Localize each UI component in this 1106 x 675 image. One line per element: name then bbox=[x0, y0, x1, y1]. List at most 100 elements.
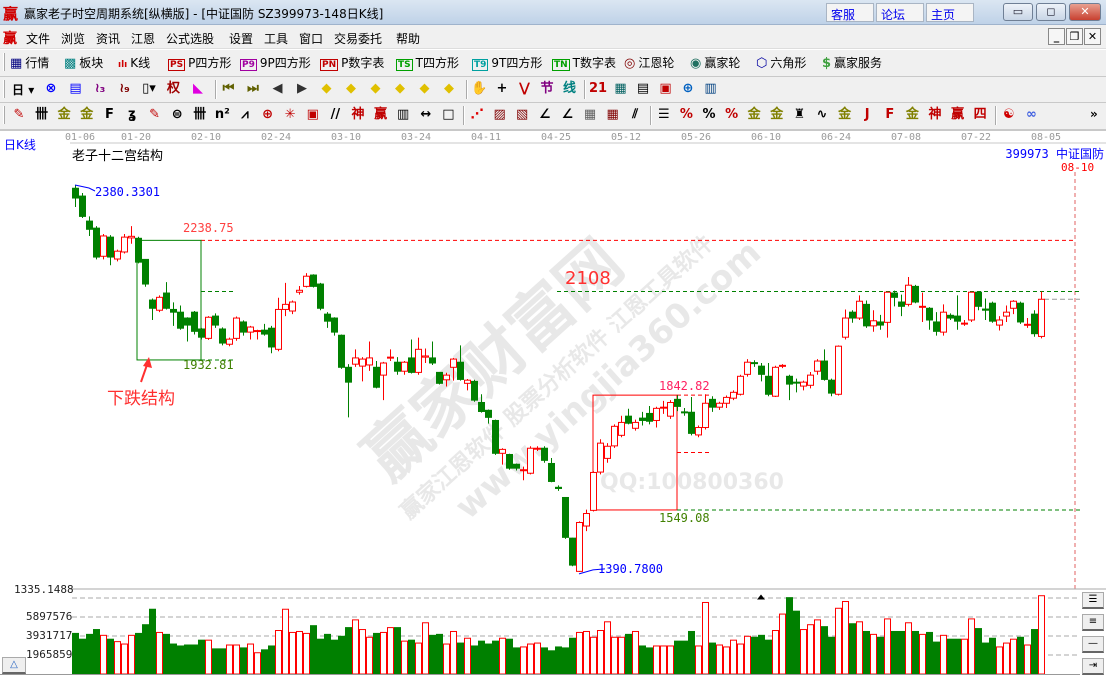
menu-help[interactable]: 帮助 bbox=[396, 32, 421, 46]
fan-red2-tool-icon[interactable]: ▧ bbox=[516, 107, 529, 122]
minimize-button[interactable]: ▭ bbox=[1003, 3, 1033, 21]
toolbar-dollar-button[interactable]: $ 赢家服务 bbox=[822, 54, 882, 71]
shen-fan-tool-icon[interactable]: 神 bbox=[928, 107, 942, 122]
mdi-minimize-button[interactable]: _ bbox=[1048, 28, 1065, 45]
toolbar-grip[interactable] bbox=[3, 106, 5, 124]
candle-type-icon[interactable]: ▯▾ bbox=[142, 81, 156, 96]
wave3-icon[interactable]: ≀₃ bbox=[94, 81, 106, 96]
pen2-tool-icon[interactable]: ✎ bbox=[149, 107, 161, 122]
spiral-tool-icon[interactable]: ʓ bbox=[127, 107, 137, 122]
last-icon[interactable]: ⏭ bbox=[247, 81, 259, 96]
prev-icon[interactable]: ◀ bbox=[272, 81, 283, 96]
grid2-tool-icon[interactable]: ▦ bbox=[606, 107, 619, 122]
gold-lines-tool-icon[interactable]: 金 bbox=[770, 107, 784, 122]
mdi-restore-button[interactable]: ❐ bbox=[1066, 28, 1083, 45]
notes-icon[interactable]: ▤ bbox=[636, 81, 650, 96]
grid-tool-icon[interactable]: ▦ bbox=[583, 107, 597, 122]
angle2-tool-icon[interactable]: ∠ bbox=[561, 107, 574, 122]
ruler-tool-icon[interactable]: ▥ bbox=[397, 107, 410, 122]
volume-scale-button-4[interactable]: ⇥ bbox=[1082, 658, 1104, 675]
toolbar-grip[interactable] bbox=[3, 53, 5, 71]
forum-button[interactable]: 论坛 bbox=[876, 3, 924, 22]
gold1-tool-icon[interactable]: 金 bbox=[57, 107, 71, 122]
festival-icon[interactable]: 节 bbox=[540, 81, 554, 96]
angle-tool-icon[interactable]: ∠ bbox=[538, 107, 551, 122]
grid-red-tool-icon[interactable]: ▨ bbox=[493, 107, 506, 122]
close-button[interactable]: ✕ bbox=[1069, 3, 1101, 21]
zoom-in-icon[interactable]: ◆ bbox=[419, 81, 430, 96]
wave-tool-icon[interactable]: ∿ bbox=[816, 107, 828, 122]
flag-icon[interactable]: ◣ bbox=[193, 81, 203, 96]
next-icon[interactable]: ▶ bbox=[297, 81, 307, 96]
toolbar-ts-button[interactable]: TS T四方形 bbox=[396, 54, 459, 71]
percent-fan-tool-icon[interactable]: % bbox=[679, 107, 693, 122]
save-icon[interactable]: ▣ bbox=[659, 81, 672, 96]
J-fan-tool-icon[interactable]: J bbox=[864, 107, 870, 122]
fan-red-tool-icon[interactable]: ⋰ bbox=[470, 107, 484, 122]
move-right-icon[interactable]: ◆ bbox=[346, 81, 356, 96]
target-tool-icon[interactable]: ⊕ bbox=[262, 107, 274, 122]
move-left-icon[interactable]: ◆ bbox=[321, 81, 332, 96]
toolbar-quote-table-button[interactable]: ▦ 行情 bbox=[10, 54, 49, 71]
menu-file[interactable]: 文件 bbox=[26, 32, 51, 46]
hash-tool-icon[interactable]: 卌 bbox=[35, 107, 49, 122]
volume-scale-button-1[interactable]: ☰ bbox=[1082, 592, 1104, 609]
toolbar-sector-grid-button[interactable]: ▩ 板块 bbox=[64, 54, 103, 71]
homepage-button[interactable]: 主页 bbox=[926, 3, 974, 22]
rocket-tool-icon[interactable]: ♜ bbox=[793, 107, 806, 122]
toolbar-hexagon-button[interactable]: ⬡ 六角形 bbox=[756, 54, 806, 71]
gold-circle-tool-icon[interactable]: 金 bbox=[747, 107, 761, 122]
toolbar-t9-button[interactable]: T9 9T四方形 bbox=[472, 54, 542, 71]
taiji-tool-icon[interactable]: ☯ bbox=[1002, 107, 1015, 122]
mdi-close-button[interactable]: ✕ bbox=[1084, 28, 1101, 45]
hand-icon[interactable]: ✋ bbox=[471, 81, 488, 96]
zoom-out-icon[interactable]: ◆ bbox=[444, 81, 454, 96]
web-tool-icon[interactable]: ✳ bbox=[284, 107, 296, 122]
infinity-tool-icon[interactable]: ∞ bbox=[1025, 107, 1037, 122]
calculator-icon[interactable]: ▦ bbox=[614, 81, 627, 96]
gold-fan-tool-icon[interactable]: 金 bbox=[905, 107, 919, 122]
crosshair-icon[interactable]: + bbox=[496, 81, 508, 96]
menu-trade[interactable]: 交易委托 bbox=[334, 32, 383, 46]
toolbar-p9-button[interactable]: P9 9P四方形 bbox=[240, 54, 311, 71]
period-dropdown[interactable]: 日 ▾ bbox=[12, 83, 35, 97]
n2-tool-icon[interactable]: n² bbox=[214, 107, 230, 122]
F-fan-tool-icon[interactable]: F bbox=[885, 107, 895, 122]
period-tool-icon[interactable]: ☰ bbox=[657, 107, 670, 122]
volume-scale-button-3[interactable]: — bbox=[1082, 636, 1104, 653]
volume-scale-button-2[interactable]: ≡ bbox=[1082, 614, 1104, 631]
menu-settings[interactable]: 设置 bbox=[229, 32, 254, 46]
shen-tool-icon[interactable]: 神 bbox=[351, 107, 365, 122]
line-study-icon[interactable]: 线 bbox=[562, 81, 576, 96]
shrink-icon[interactable]: ◆ bbox=[395, 81, 405, 96]
square-web-tool-icon[interactable]: ▣ bbox=[306, 107, 319, 122]
maximize-button[interactable]: ◻ bbox=[1036, 3, 1066, 21]
trade-icon[interactable]: ▥ bbox=[704, 81, 717, 96]
first-icon[interactable]: ⏮ bbox=[222, 81, 235, 96]
toolbar-kline-button[interactable]: ılı K线 bbox=[118, 54, 150, 71]
wave9-icon[interactable]: ≀₉ bbox=[119, 81, 130, 96]
clipboard-icon[interactable]: ▤ bbox=[69, 81, 82, 96]
menu-browse[interactable]: 浏览 bbox=[61, 32, 86, 46]
customer-service-button[interactable]: 客服 bbox=[826, 3, 874, 22]
box-tool-icon[interactable]: □ bbox=[442, 107, 455, 122]
circle-hash-tool-icon[interactable]: ⊜ bbox=[171, 107, 183, 122]
si-fan-tool-icon[interactable]: 四 bbox=[973, 107, 987, 122]
link-icon[interactable]: ⊗ bbox=[45, 81, 57, 96]
toolbar-overflow-button[interactable]: » bbox=[1090, 107, 1098, 121]
expand-icon[interactable]: ◆ bbox=[370, 81, 381, 96]
menu-news[interactable]: 资讯 bbox=[96, 32, 121, 46]
menu-window[interactable]: 窗口 bbox=[299, 32, 324, 46]
toolbar-gann-wheel-button[interactable]: ◎ 江恩轮 bbox=[624, 54, 674, 71]
menu-formula[interactable]: 公式选股 bbox=[166, 32, 215, 46]
gold-red-tool-icon[interactable]: 金 bbox=[838, 107, 852, 122]
hash2-tool-icon[interactable]: 卌 bbox=[193, 107, 207, 122]
toolbar-pn-button[interactable]: PN P数字表 bbox=[320, 54, 384, 71]
F-tool-icon[interactable]: F bbox=[104, 107, 114, 122]
percent-lines-tool-icon[interactable]: % bbox=[725, 107, 739, 122]
measure-tool-icon[interactable]: ↔ bbox=[420, 107, 432, 122]
ying-fan-tool-icon[interactable]: 赢 bbox=[951, 107, 965, 122]
parallel-tool-icon[interactable]: ⫽ bbox=[632, 107, 639, 122]
toolbar-tn-button[interactable]: TN T数字表 bbox=[552, 54, 616, 71]
lines-tool-icon[interactable]: // bbox=[330, 107, 341, 122]
